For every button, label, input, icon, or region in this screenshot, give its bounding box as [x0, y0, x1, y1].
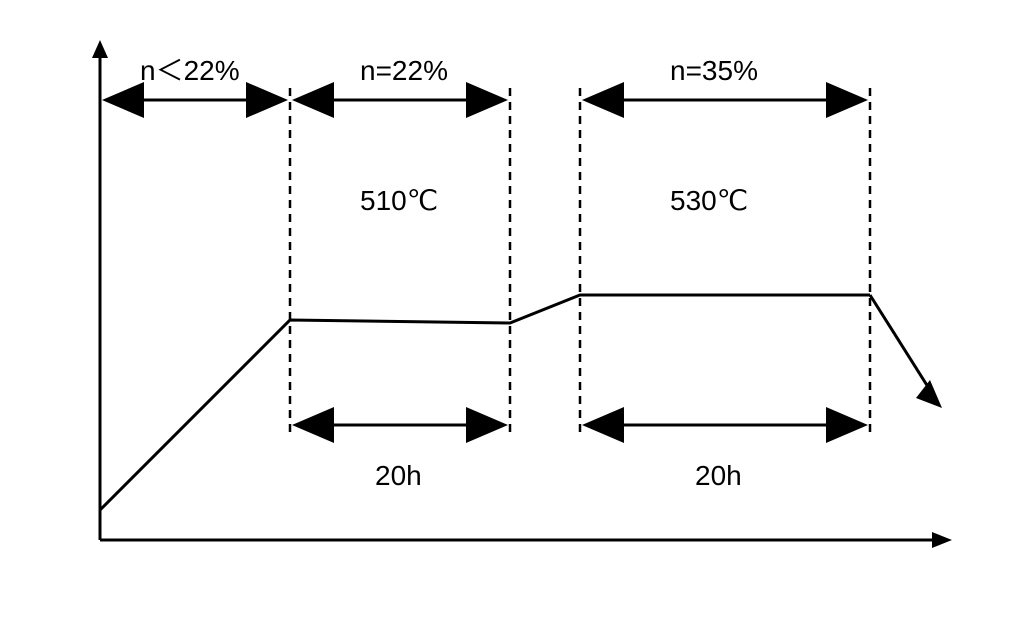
chart-svg: n＜22% n=22% n=35% 510℃ 530℃ 20h 20h: [80, 40, 960, 580]
label-20h-1: 20h: [375, 460, 422, 491]
label-n-22: n=22%: [360, 55, 448, 86]
x-axis-arrow: [932, 532, 952, 548]
temperature-profile-chart: n＜22% n=22% n=35% 510℃ 530℃ 20h 20h: [80, 40, 960, 580]
profile-end-arrowhead: [916, 380, 942, 408]
y-axis-arrow: [92, 40, 108, 58]
label-n-lt-22: n＜22%: [140, 55, 240, 86]
label-n-35: n=35%: [670, 55, 758, 86]
profile-line: [100, 295, 870, 510]
profile-descent: [870, 295, 935, 398]
label-20h-2: 20h: [695, 460, 742, 491]
label-temp-530: 530℃: [670, 185, 748, 216]
label-temp-510: 510℃: [360, 185, 438, 216]
